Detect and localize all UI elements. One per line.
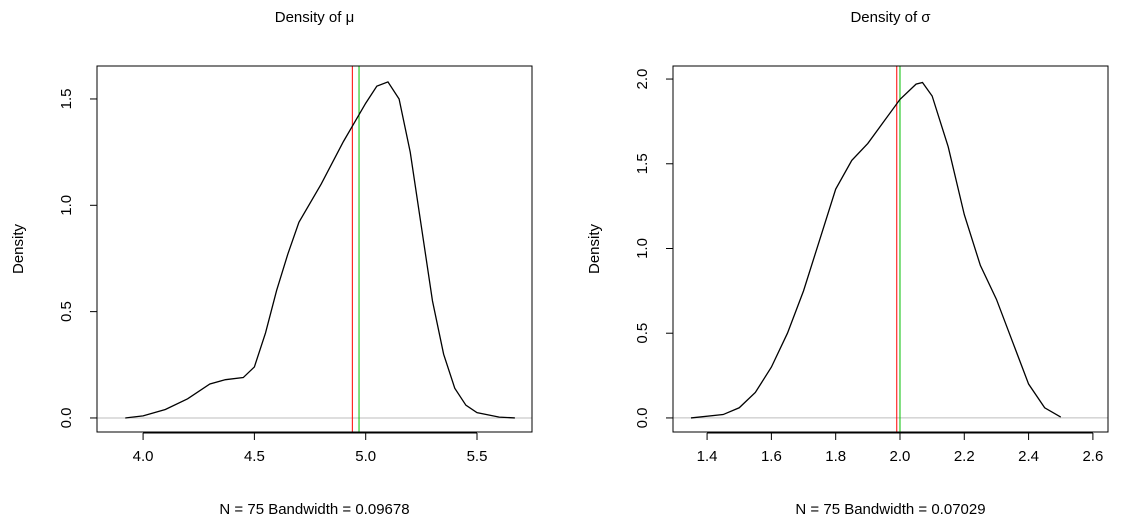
x-axis-label: N = 75 Bandwidth = 0.09678 xyxy=(219,501,409,518)
x-tick-label: 2.2 xyxy=(954,448,975,465)
density-curve xyxy=(690,81,1062,419)
plot-frame xyxy=(96,65,533,433)
x-axis-label: N = 75 Bandwidth = 0.07029 xyxy=(795,501,985,518)
y-tick-label: 1.5 xyxy=(58,89,75,110)
x-tick-label: 1.4 xyxy=(697,448,718,465)
density-curve xyxy=(125,81,515,419)
y-tick-label: 0.5 xyxy=(634,323,651,344)
y-axis-label: Density xyxy=(10,223,27,274)
chart-title: Density of μ xyxy=(275,9,355,26)
x-tick-label: 5.5 xyxy=(467,448,488,465)
x-tick-label: 2.6 xyxy=(1082,448,1103,465)
x-tick-label: 5.0 xyxy=(355,448,376,465)
x-tick-label: 1.6 xyxy=(761,448,782,465)
y-axis-label: Density xyxy=(586,223,603,274)
y-tick-label: 0.5 xyxy=(58,301,75,322)
x-tick-label: 4.0 xyxy=(133,448,154,465)
x-tick-label: 1.8 xyxy=(825,448,846,465)
y-tick-label: 0.0 xyxy=(634,408,651,429)
x-tick-label: 2.4 xyxy=(1018,448,1039,465)
plot-frame xyxy=(672,65,1109,433)
y-tick-label: 0.0 xyxy=(58,408,75,429)
chart-title: Density of σ xyxy=(850,9,931,26)
y-tick-label: 1.0 xyxy=(58,195,75,216)
x-tick-label: 2.0 xyxy=(890,448,911,465)
y-tick-label: 1.0 xyxy=(634,238,651,259)
y-tick-label: 1.5 xyxy=(634,153,651,174)
x-tick-label: 4.5 xyxy=(244,448,265,465)
y-tick-label: 2.0 xyxy=(634,69,651,90)
